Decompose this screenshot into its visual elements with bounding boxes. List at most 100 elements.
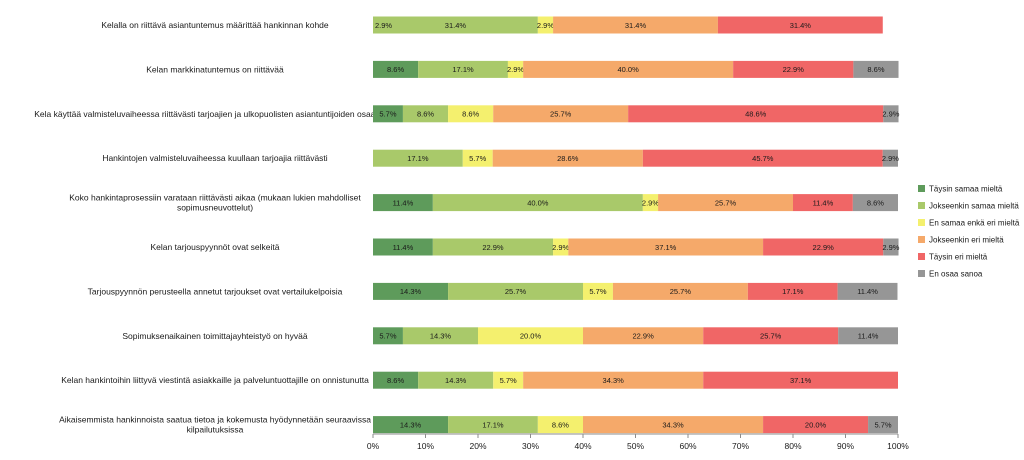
bar-segment bbox=[373, 16, 538, 34]
legend-swatch bbox=[918, 219, 925, 226]
bar-segment bbox=[553, 238, 569, 256]
category-label: Aikaisemmista hankinnoista saatua tietoa… bbox=[59, 415, 371, 425]
data-label: 2.9% bbox=[507, 65, 524, 74]
bar-segment bbox=[612, 282, 748, 300]
data-label: 34.3% bbox=[603, 376, 625, 385]
data-label: 2.9% bbox=[375, 21, 392, 30]
data-label: 14.3% bbox=[430, 332, 452, 341]
data-label: 25.7% bbox=[760, 332, 782, 341]
bar-segment bbox=[373, 327, 403, 345]
x-tick-label: 80% bbox=[784, 441, 801, 451]
data-label: 25.7% bbox=[505, 287, 527, 296]
legend-label: Jokseenkin eri mieltä bbox=[929, 236, 1004, 245]
bar-segment bbox=[373, 238, 433, 256]
bar-segment bbox=[583, 282, 613, 300]
legend-label: En osaa sanoa bbox=[929, 270, 983, 279]
data-label: 14.3% bbox=[400, 420, 422, 429]
category-labels: Kelalla on riittävä asiantuntemus määrit… bbox=[34, 20, 396, 435]
data-label: 5.7% bbox=[500, 376, 517, 385]
legend-swatch bbox=[918, 185, 925, 192]
data-label: 11.4% bbox=[393, 198, 414, 207]
category-label: Hankintojen valmisteluvaiheessa kuullaan… bbox=[102, 153, 327, 163]
data-label: 31.4% bbox=[625, 21, 647, 30]
legend-label: Täysin eri mieltä bbox=[929, 253, 988, 262]
data-label: 2.9% bbox=[882, 154, 899, 163]
bar-segment bbox=[448, 282, 583, 300]
data-label: 2.9% bbox=[882, 110, 899, 119]
bar-segment bbox=[402, 327, 478, 345]
data-label: 14.3% bbox=[445, 376, 467, 385]
bar-segment bbox=[883, 238, 899, 256]
legend-swatch bbox=[918, 253, 925, 260]
legend-swatch bbox=[918, 236, 925, 243]
data-label: 25.7% bbox=[715, 198, 737, 207]
bar-segment bbox=[462, 149, 493, 167]
bar-segment bbox=[838, 327, 898, 345]
bar-segment bbox=[733, 60, 854, 78]
bar-segment bbox=[478, 327, 583, 345]
category-label: Kela käyttää valmisteluvaiheessa riittäv… bbox=[34, 109, 396, 119]
bar-segment bbox=[402, 105, 449, 123]
data-label: 37.1% bbox=[655, 243, 677, 252]
bar-segment bbox=[523, 60, 734, 78]
bar-segment bbox=[507, 60, 524, 78]
data-label: 5.7% bbox=[874, 420, 891, 429]
bar-segment bbox=[418, 60, 508, 78]
data-label: 17.1% bbox=[782, 287, 804, 296]
data-label: 5.7% bbox=[589, 287, 606, 296]
data-label: 17.1% bbox=[482, 420, 504, 429]
bar-segment bbox=[537, 416, 583, 434]
bar-segment bbox=[852, 194, 898, 212]
x-tick-label: 100% bbox=[887, 441, 909, 451]
bar-segment bbox=[418, 371, 494, 389]
x-tick-label: 50% bbox=[627, 441, 644, 451]
x-tick-label: 20% bbox=[469, 441, 486, 451]
bar-segment bbox=[747, 282, 838, 300]
bar-segment bbox=[448, 416, 538, 434]
legend: Täysin samaa mieltä Jokseenkin samaa miel… bbox=[918, 185, 1020, 279]
data-label: 48.6% bbox=[745, 110, 767, 119]
data-label: 22.9% bbox=[783, 65, 805, 74]
bar-segment bbox=[882, 149, 898, 167]
bar-segment bbox=[837, 282, 898, 300]
bar-segment bbox=[373, 282, 449, 300]
bar-segment bbox=[373, 416, 449, 434]
data-label: 8.6% bbox=[552, 420, 569, 429]
category-label: Tarjouspyynnön perusteella annetut tarjo… bbox=[88, 286, 343, 296]
data-label: 17.1% bbox=[407, 154, 429, 163]
data-label: 5.7% bbox=[469, 154, 486, 163]
bar-segment bbox=[883, 105, 899, 123]
bar-segment bbox=[568, 238, 764, 256]
x-tick-label: 90% bbox=[837, 441, 854, 451]
data-label: 40.0% bbox=[618, 65, 640, 74]
bar-segment bbox=[793, 194, 853, 212]
bar-segment bbox=[553, 16, 718, 34]
category-label: Kelan markkinatuntemus on riittävää bbox=[146, 64, 284, 74]
bar-segment bbox=[373, 105, 403, 123]
bar-segment bbox=[868, 416, 898, 434]
category-label: Sopimuksenaikainen toimittajayhteistyö o… bbox=[122, 331, 307, 341]
data-label: 17.1% bbox=[452, 65, 474, 74]
data-label: 8.6% bbox=[387, 376, 404, 385]
data-label: 31.4% bbox=[445, 21, 467, 30]
legend-swatch bbox=[918, 202, 925, 209]
x-tick-label: 10% bbox=[417, 441, 434, 451]
data-label: 22.9% bbox=[813, 243, 835, 252]
category-label: Kelan tarjouspyynnöt ovat selkeitä bbox=[151, 242, 280, 252]
data-label: 31.4% bbox=[790, 21, 812, 30]
bar-segment bbox=[432, 194, 643, 212]
x-tick-label: 30% bbox=[522, 441, 539, 451]
data-label: 22.9% bbox=[482, 243, 504, 252]
data-label: 28.6% bbox=[557, 154, 579, 163]
data-label: 2.9% bbox=[642, 198, 659, 207]
legend-label: En samaa enkä eri mieltä bbox=[929, 219, 1020, 228]
category-label: sopimusneuvottelut) bbox=[177, 203, 253, 213]
legend-label: Täysin samaa mieltä bbox=[929, 185, 1003, 194]
data-label: 11.4% bbox=[857, 287, 878, 296]
bar-segment bbox=[763, 238, 884, 256]
data-label: 34.3% bbox=[662, 420, 684, 429]
bar-segment bbox=[492, 149, 643, 167]
bar-segment bbox=[493, 371, 524, 389]
x-tick-label: 60% bbox=[679, 441, 696, 451]
